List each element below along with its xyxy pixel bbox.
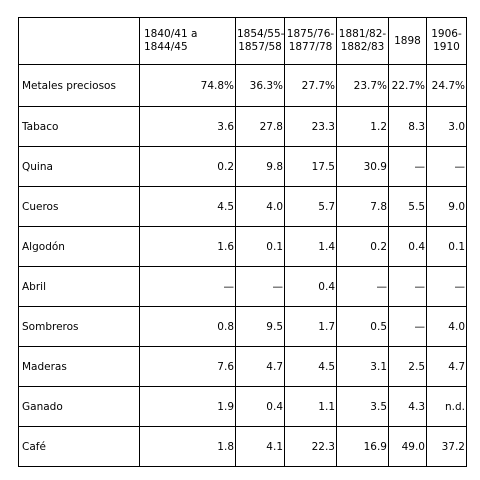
table-cell: 23.7% <box>336 64 389 107</box>
table-cell: 0.2 <box>336 226 389 267</box>
table-cell: 27.7% <box>284 64 337 107</box>
table-cell: 8.3 <box>388 106 427 147</box>
table-cell: — <box>388 306 427 347</box>
table-cell: 1.9 <box>139 386 236 427</box>
table-cell: 4.1 <box>235 426 285 467</box>
row-label: Maderas <box>18 346 140 387</box>
table-cell: 0.4 <box>284 266 337 307</box>
table-cell: 4.5 <box>139 186 236 227</box>
table-cell: 1.8 <box>139 426 236 467</box>
table-row: Tabaco 3.6 27.8 23.3 1.2 8.3 3.0 <box>18 106 467 147</box>
row-label: Algodón <box>18 226 140 267</box>
table-cell: 4.7 <box>426 346 467 387</box>
table-cell: 0.1 <box>426 226 467 267</box>
table-cell: 5.5 <box>388 186 427 227</box>
table-cell: 7.6 <box>139 346 236 387</box>
table-cell: 0.1 <box>235 226 285 267</box>
table-cell: 3.0 <box>426 106 467 147</box>
table-cell: 1.1 <box>284 386 337 427</box>
table-cell: — <box>388 146 427 187</box>
table-row: Cueros 4.5 4.0 5.7 7.8 5.5 9.0 <box>18 186 467 227</box>
table-cell: 9.8 <box>235 146 285 187</box>
table-cell: 36.3% <box>235 64 285 107</box>
header-cell-period: 1875/76- 1877/78 <box>284 17 337 65</box>
row-label: Abril <box>18 266 140 307</box>
header-text: 1840/41 a 1844/45 <box>144 28 198 53</box>
table-cell: 3.1 <box>336 346 389 387</box>
table-cell: 1.7 <box>284 306 337 347</box>
table-cell: 4.5 <box>284 346 337 387</box>
table-cell: 74.8% <box>139 64 236 107</box>
row-label: Quina <box>18 146 140 187</box>
table-cell: 22.7% <box>388 64 427 107</box>
header-cell-period: 1898 <box>388 17 427 65</box>
header-text: 1854/55- 1857/58 <box>237 28 285 53</box>
table-cell: 49.0 <box>388 426 427 467</box>
table-cell: 4.3 <box>388 386 427 427</box>
row-label: Tabaco <box>18 106 140 147</box>
header-text: 1906- 1910 <box>431 28 462 53</box>
header-cell-empty <box>18 17 140 65</box>
table-row: Ganado 1.9 0.4 1.1 3.5 4.3 n.d. <box>18 386 467 427</box>
table-cell: 9.0 <box>426 186 467 227</box>
row-label: Sombreros <box>18 306 140 347</box>
table-cell: 37.2 <box>426 426 467 467</box>
header-row: 1840/41 a 1844/45 1854/55- 1857/58 1875/… <box>18 17 467 65</box>
table-cell: 9.5 <box>235 306 285 347</box>
table-cell: 4.7 <box>235 346 285 387</box>
row-label: Ganado <box>18 386 140 427</box>
table-row: Algodón 1.6 0.1 1.4 0.2 0.4 0.1 <box>18 226 467 267</box>
header-cell-period: 1881/82- 1882/83 <box>336 17 389 65</box>
table-cell: 0.5 <box>336 306 389 347</box>
table-cell: 23.3 <box>284 106 337 147</box>
table-cell: 16.9 <box>336 426 389 467</box>
table-cell: — <box>139 266 236 307</box>
table-cell: — <box>426 266 467 307</box>
table-cell: 30.9 <box>336 146 389 187</box>
table-cell: 1.2 <box>336 106 389 147</box>
table-cell: 4.0 <box>426 306 467 347</box>
table-cell: 0.4 <box>235 386 285 427</box>
row-label: Cueros <box>18 186 140 227</box>
header-text: 1881/82- 1882/83 <box>338 28 387 53</box>
table-cell: 22.3 <box>284 426 337 467</box>
table-cell: — <box>336 266 389 307</box>
table-cell: 3.5 <box>336 386 389 427</box>
table-row: Maderas 7.6 4.7 4.5 3.1 2.5 4.7 <box>18 346 467 387</box>
table-cell: 27.8 <box>235 106 285 147</box>
table-cell: — <box>235 266 285 307</box>
table-cell: — <box>388 266 427 307</box>
header-cell-period: 1854/55- 1857/58 <box>235 17 285 65</box>
table-cell: 0.4 <box>388 226 427 267</box>
table-cell: 24.7% <box>426 64 467 107</box>
table-cell: — <box>426 146 467 187</box>
table-row: Metales preciosos 74.8% 36.3% 27.7% 23.7% 22.… <box>18 64 467 107</box>
header-text: 1898 <box>394 34 421 47</box>
export-share-table: 1840/41 a 1844/45 1854/55- 1857/58 1875/… <box>18 17 467 467</box>
table-row: Abril — —0.4— — — <box>18 266 467 307</box>
table-row: Sombreros 0.8 9.5 1.7 0.5—4.0 <box>18 306 467 347</box>
table-cell: 1.6 <box>139 226 236 267</box>
table-cell: 4.0 <box>235 186 285 227</box>
header-cell-period: 1840/41 a 1844/45 <box>139 17 236 65</box>
table-cell: 1.4 <box>284 226 337 267</box>
table-cell: 2.5 <box>388 346 427 387</box>
row-label: Café <box>18 426 140 467</box>
table-cell: 3.6 <box>139 106 236 147</box>
header-cell-period: 1906- 1910 <box>426 17 467 65</box>
table-cell: 17.5 <box>284 146 337 187</box>
table-cell: 7.8 <box>336 186 389 227</box>
row-label: Metales preciosos <box>18 64 140 107</box>
table-row: Quina 0.2 9.8 17.5 30.9— — <box>18 146 467 187</box>
table-cell: 0.8 <box>139 306 236 347</box>
table-cell: 0.2 <box>139 146 236 187</box>
table-cell: 5.7 <box>284 186 337 227</box>
header-text: 1875/76- 1877/78 <box>286 28 335 53</box>
table-cell: n.d. <box>426 386 467 427</box>
table-body: Metales preciosos 74.8% 36.3% 27.7% 23.7% 22.… <box>18 64 467 467</box>
table-row: Café 1.8 4.1 22.3 16.9 49.0 37.2 <box>18 426 467 467</box>
